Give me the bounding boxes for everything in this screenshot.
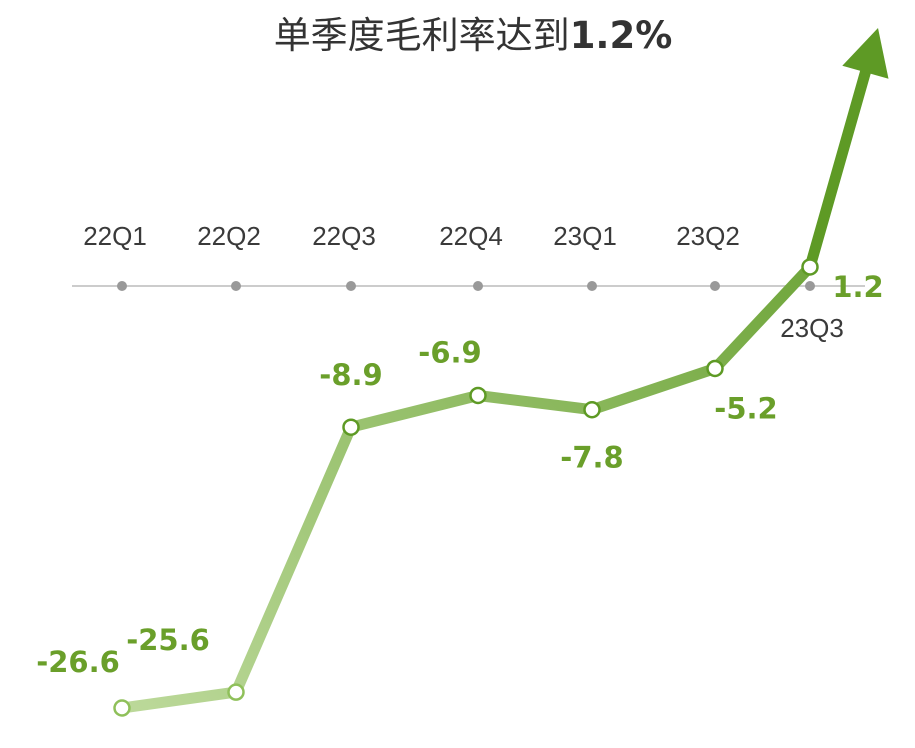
x-tick-22Q2: 22Q2 (197, 221, 261, 251)
axis-dot-22Q4 (473, 281, 483, 291)
series-line-group (116, 28, 889, 714)
trend-arrow-head (842, 28, 889, 79)
data-point-22Q1 (113, 699, 131, 717)
x-tick-23Q3: 23Q3 (780, 313, 844, 343)
value-label-22Q1: -26.6 (36, 645, 120, 679)
axis-dot-22Q1 (117, 281, 127, 291)
x-tick-23Q2: 23Q2 (676, 221, 740, 251)
value-label-23Q3: 1.2 (832, 270, 883, 304)
chart-title: 单季度毛利率达到1.2% (274, 14, 673, 57)
x-tick-labels: 22Q1 22Q2 22Q3 22Q4 23Q1 23Q2 23Q3 (83, 221, 844, 343)
data-point-23Q2 (706, 359, 724, 378)
chart-title-highlight: 1.2% (570, 14, 673, 57)
data-point-23Q1 (583, 400, 601, 419)
series-line (116, 261, 816, 714)
axis-dot-23Q1 (587, 281, 597, 291)
axis-dot-22Q2 (231, 281, 241, 291)
trend-arrow-shaft (804, 62, 873, 273)
axis-dots (117, 281, 815, 291)
axis-dot-23Q3 (805, 281, 815, 291)
data-point-22Q3 (342, 418, 360, 436)
data-point-22Q2 (227, 683, 245, 701)
value-label-22Q2: -25.6 (126, 623, 210, 657)
axis-dot-22Q3 (346, 281, 356, 291)
data-point-23Q3 (801, 258, 819, 276)
x-tick-23Q1: 23Q1 (553, 221, 617, 251)
value-label-22Q4: -6.9 (418, 336, 481, 370)
axis-dot-23Q2 (710, 281, 720, 291)
x-tick-22Q1: 22Q1 (83, 221, 147, 251)
x-tick-22Q4: 22Q4 (439, 221, 503, 251)
value-label-22Q3: -8.9 (319, 358, 382, 392)
data-point-22Q4 (469, 386, 487, 405)
data-value-labels: -26.6-25.6 -8.9 -6.9 -7.8 -5.2 1.2 (36, 270, 883, 679)
value-label-23Q1: -7.8 (560, 441, 623, 475)
x-tick-22Q3: 22Q3 (312, 221, 376, 251)
value-label-23Q2: -5.2 (714, 392, 777, 426)
data-points (113, 258, 819, 717)
chart-title-prefix: 单季度毛利率达到 (274, 14, 570, 57)
